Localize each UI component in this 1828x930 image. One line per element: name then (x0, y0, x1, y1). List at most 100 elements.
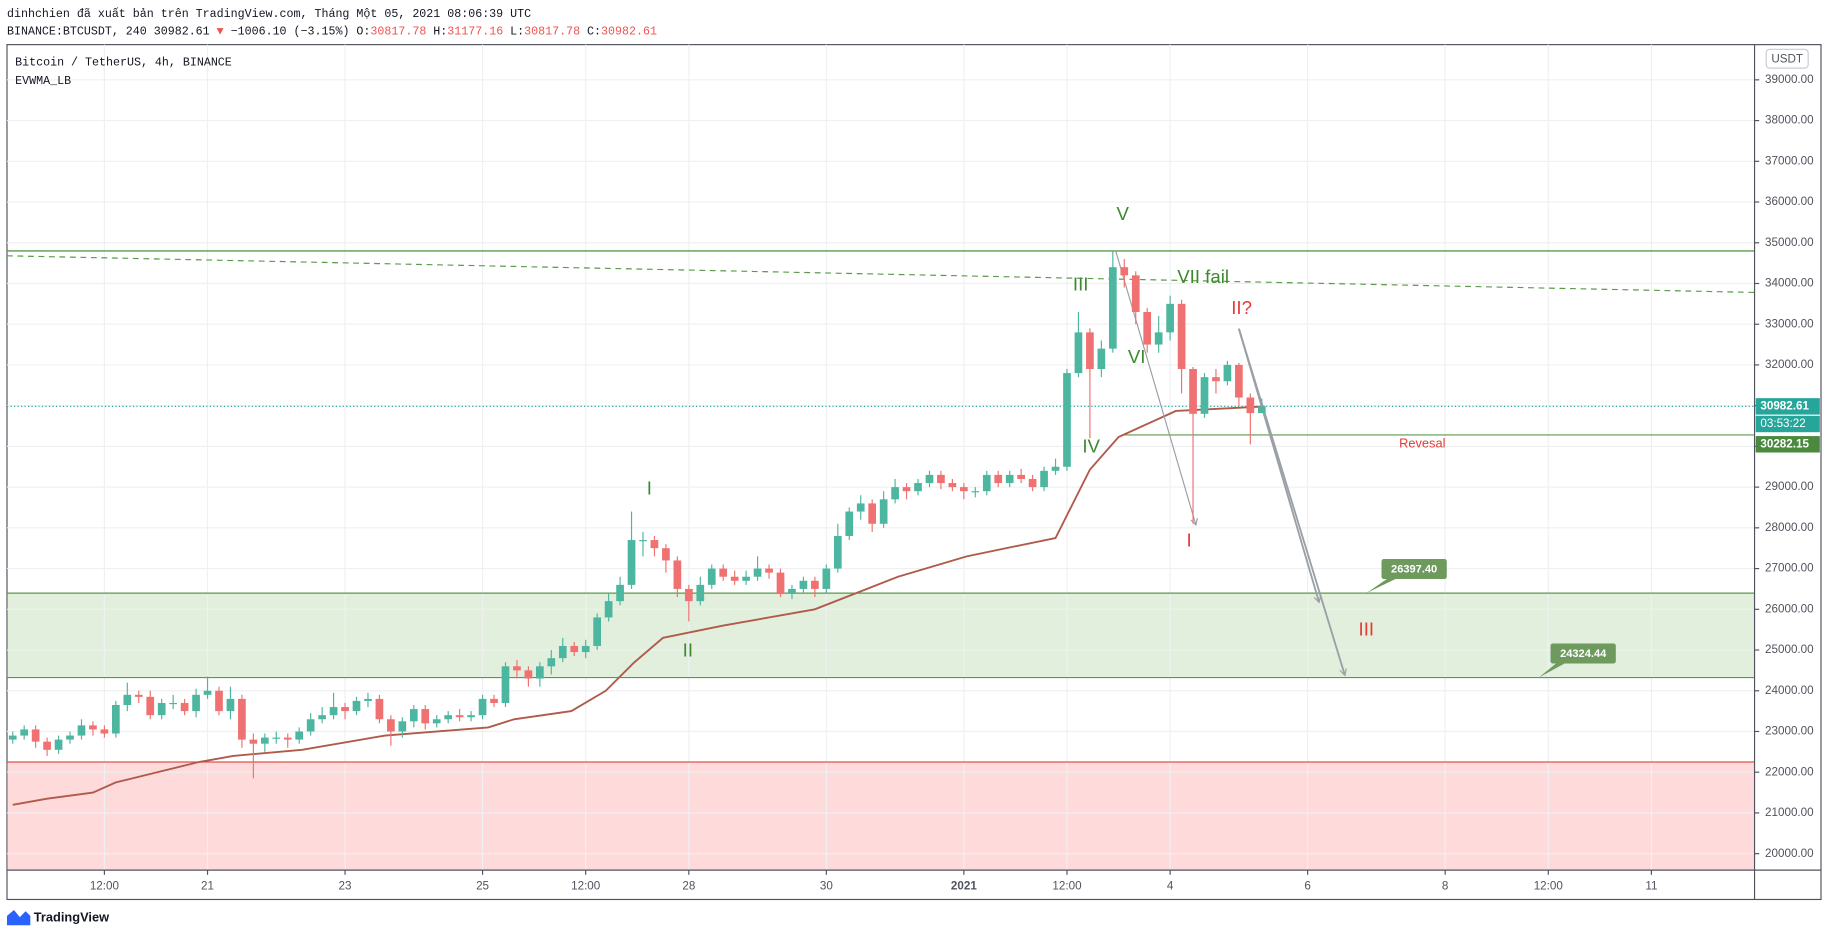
chart-legend: Bitcoin / TetherUS, 4h, BINANCE (15, 55, 232, 69)
y-tick-label: 20000.00 (1765, 847, 1814, 860)
candle-body (891, 487, 899, 500)
candle-body (490, 698, 498, 703)
candle-body (180, 702, 189, 712)
candle-body (1166, 303, 1174, 333)
y-tick-label: 22000.00 (1765, 765, 1814, 778)
candle-body (616, 584, 624, 602)
evwma-line (12, 405, 1265, 806)
candle-body (478, 698, 487, 716)
x-tick-label: 12:00 (571, 880, 601, 893)
x-tick-label: 21 (201, 880, 214, 893)
candle-body (146, 696, 155, 716)
candle-body (134, 694, 143, 697)
candle-body (238, 698, 246, 740)
ohlc-value: 30817.78 (524, 25, 580, 39)
wave-label: I (1187, 529, 1192, 550)
candle-body (593, 617, 602, 646)
x-tick-label: 12:00 (1534, 880, 1564, 893)
callout-label: 24324.44 (1560, 648, 1607, 660)
countdown-label: 03:53:22 (1760, 417, 1805, 430)
reversal-box (1755, 436, 1820, 453)
candle-body (971, 491, 980, 493)
candle-body (1097, 348, 1106, 370)
x-tick-label: 12:00 (1052, 880, 1082, 893)
ohlc-key: O: (356, 25, 370, 39)
last-price-box (1755, 398, 1820, 415)
candle-body (524, 670, 533, 679)
candle-body (1040, 470, 1048, 488)
ohlc-key: C: (587, 25, 601, 39)
countdown-box (1755, 415, 1820, 433)
frame (6, 44, 1822, 901)
candle-body (536, 666, 544, 679)
candle-body (1223, 364, 1232, 382)
candle-body (1177, 303, 1186, 370)
candle-body (673, 560, 682, 589)
reversal-label: 30282.15 (1760, 437, 1809, 450)
wave-label: II (683, 640, 693, 661)
candle-body (203, 690, 212, 695)
arrow (1237, 328, 1346, 676)
candle-body (1074, 332, 1083, 374)
candle-body (604, 601, 613, 618)
candle-body (868, 503, 877, 524)
y-tick-label: 37000.00 (1765, 154, 1814, 167)
candle-body (662, 548, 670, 561)
y-tick-label: 21000.00 (1765, 806, 1814, 819)
candle-body (1086, 332, 1094, 370)
x-tick-label: 2021 (951, 880, 977, 893)
y-tick-label: 26000.00 (1765, 602, 1814, 615)
candle-body (1063, 373, 1071, 467)
y-tick-label: 23000.00 (1765, 725, 1814, 738)
candle-body (249, 739, 258, 744)
candle-body (788, 588, 796, 594)
callout-label: 26397.40 (1391, 564, 1437, 576)
wave-label: VII fail (1177, 266, 1229, 287)
y-tick-label: 35000.00 (1765, 236, 1814, 249)
x-tick-label: 25 (476, 880, 489, 893)
currency-box[interactable] (1765, 48, 1809, 69)
wave-label: VI (1128, 346, 1146, 367)
candle-body (1120, 267, 1129, 276)
candle-body (639, 540, 647, 542)
indicator-legend: EVWMA_LB (15, 74, 71, 88)
candle-body (948, 483, 957, 488)
callout-pointer (1366, 577, 1398, 594)
candle-body (627, 540, 636, 585)
candle-body (684, 588, 693, 602)
x-tick-label: 30 (820, 880, 833, 893)
wave-label: II? (1231, 297, 1252, 318)
y-tick-label: 25000.00 (1765, 643, 1814, 656)
candle-body (306, 719, 315, 732)
currency[interactable]: USDT (1771, 52, 1803, 65)
candle-body (822, 568, 831, 589)
candle-body (318, 715, 326, 720)
trend-line (6, 255, 1755, 294)
candle-body (444, 715, 453, 720)
candle-body (409, 709, 418, 722)
symbol: BINANCE:BTCUSDT, 240 (7, 25, 147, 39)
candle-body (742, 576, 750, 581)
x-tick-label: 11 (1645, 880, 1657, 893)
candle-body (879, 499, 888, 524)
arrow-head (1339, 668, 1347, 677)
candle-body (1154, 332, 1163, 345)
arrow (1115, 250, 1197, 526)
callout-box (1381, 559, 1447, 580)
ohlc-key: H: (433, 25, 447, 39)
candle-body (112, 705, 120, 734)
candle-body (776, 572, 785, 594)
candle-body (570, 645, 579, 653)
candle-body (581, 645, 590, 653)
y-tick-label: 38000.00 (1765, 114, 1814, 127)
last-price-label: 30982.61 (1760, 399, 1809, 412)
candle-body (719, 568, 728, 577)
x-tick-label: 23 (339, 880, 352, 893)
candle-body (811, 580, 819, 589)
x-tick-label: 12:00 (90, 880, 120, 893)
candle-body (398, 721, 407, 732)
candle-body (66, 735, 74, 740)
